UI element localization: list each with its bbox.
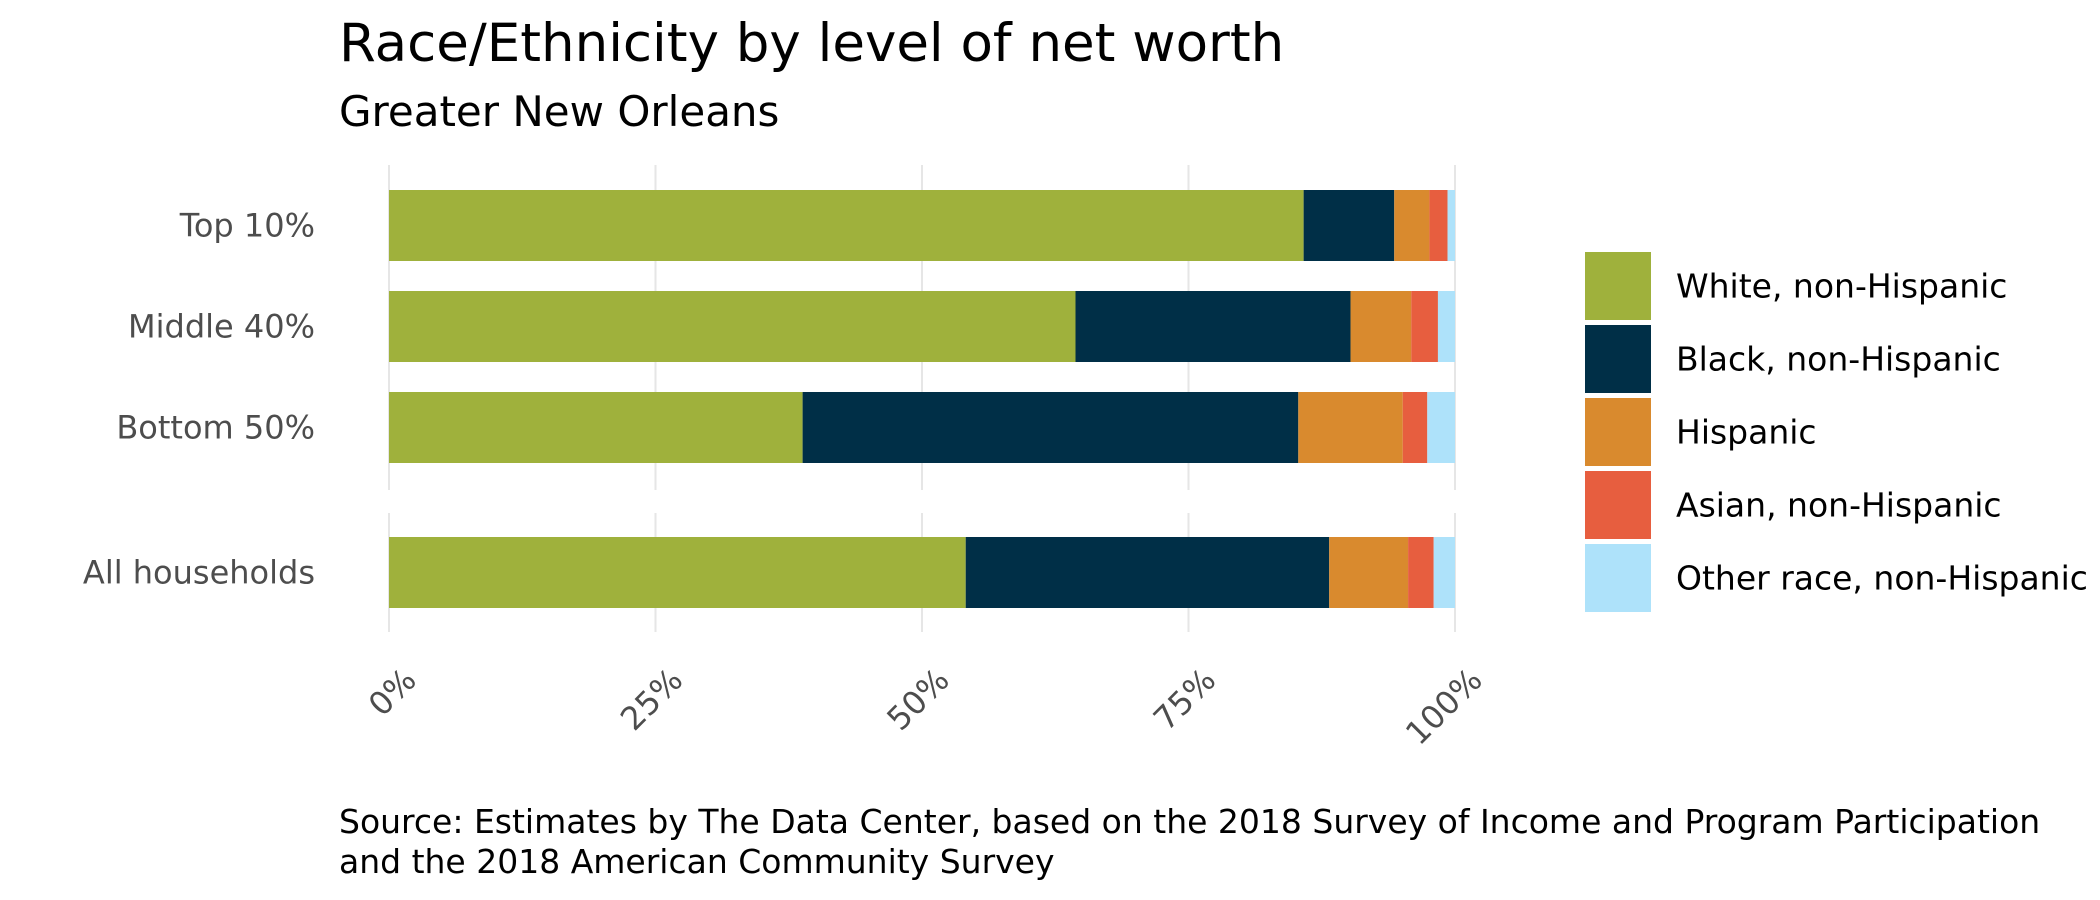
bar-bottom-50-white-non-hispanic xyxy=(389,392,803,463)
bar-middle-40-other-race-non-hispanic xyxy=(1437,291,1455,362)
bar-top-10-black-non-hispanic xyxy=(1303,190,1395,261)
bar-middle-40-hispanic xyxy=(1350,291,1412,362)
bar-top-10-asian-non-hispanic xyxy=(1429,190,1448,261)
bar-bottom-50-asian-non-hispanic xyxy=(1402,392,1428,463)
x-axis-labels: 0% 25% 50% 75% 100% xyxy=(361,661,1490,753)
y-tick-label-all-households: All households xyxy=(83,554,315,592)
y-tick-label-top-10: Top 10% xyxy=(179,207,315,245)
x-tick-label-1: 25% xyxy=(613,661,690,738)
bar-bottom-50-hispanic xyxy=(1298,392,1403,463)
x-tick-label-2: 50% xyxy=(879,661,956,738)
bar-bottom-50-other-race-non-hispanic xyxy=(1427,392,1455,463)
bar-middle-40-white-non-hispanic xyxy=(389,291,1076,362)
bar-top-10-hispanic xyxy=(1394,190,1430,261)
bar-top-10-white-non-hispanic xyxy=(389,190,1304,261)
chart-subtitle: Greater New Orleans xyxy=(339,87,780,136)
bar-all-households-black-non-hispanic xyxy=(965,537,1330,608)
legend-key-hispanic xyxy=(1585,398,1651,466)
y-tick-label-bottom-50: Bottom 50% xyxy=(116,409,315,447)
legend-label-hispanic: Hispanic xyxy=(1676,413,1817,452)
legend-label-black-non-hispanic: Black, non-Hispanic xyxy=(1676,340,2001,379)
x-tick-label-3: 75% xyxy=(1146,661,1223,738)
bar-all-households-asian-non-hispanic xyxy=(1408,537,1434,608)
legend-key-other-race-non-hispanic xyxy=(1585,544,1651,612)
caption-line-1: Source: Estimates by The Data Center, ba… xyxy=(339,802,2041,841)
legend-key-asian-non-hispanic xyxy=(1585,471,1651,539)
caption-line-2: and the 2018 American Community Survey xyxy=(339,842,1055,881)
legend-label-other-race-non-hispanic: Other race, non-Hispanic xyxy=(1676,559,2088,598)
bar-bottom-50-black-non-hispanic xyxy=(802,392,1299,463)
legend-label-white-non-hispanic: White, non-Hispanic xyxy=(1676,267,2007,306)
legend-key-black-non-hispanic xyxy=(1585,325,1651,393)
bars xyxy=(389,190,1455,608)
bar-all-households-hispanic xyxy=(1329,537,1409,608)
bar-all-households-white-non-hispanic xyxy=(389,537,966,608)
legend-label-asian-non-hispanic: Asian, non-Hispanic xyxy=(1676,486,2002,525)
x-tick-label-0: 0% xyxy=(361,661,424,724)
chart-caption: Source: Estimates by The Data Center, ba… xyxy=(339,802,2040,882)
bar-middle-40-black-non-hispanic xyxy=(1075,291,1351,362)
chart-title: Race/Ethnicity by level of net worth xyxy=(339,13,1285,74)
legend-key-white-non-hispanic xyxy=(1585,252,1651,320)
y-tick-label-middle-40: Middle 40% xyxy=(128,308,315,346)
y-axis-labels: Top 10% Middle 40% Bottom 50% All household… xyxy=(83,207,315,592)
legend: White, non-Hispanic Black, non-Hispanic Hi… xyxy=(1585,252,2088,612)
bar-top-10-other-race-non-hispanic xyxy=(1447,190,1455,261)
bar-middle-40-asian-non-hispanic xyxy=(1411,291,1438,362)
x-tick-label-4: 100% xyxy=(1398,661,1490,753)
bar-all-households-other-race-non-hispanic xyxy=(1433,537,1455,608)
